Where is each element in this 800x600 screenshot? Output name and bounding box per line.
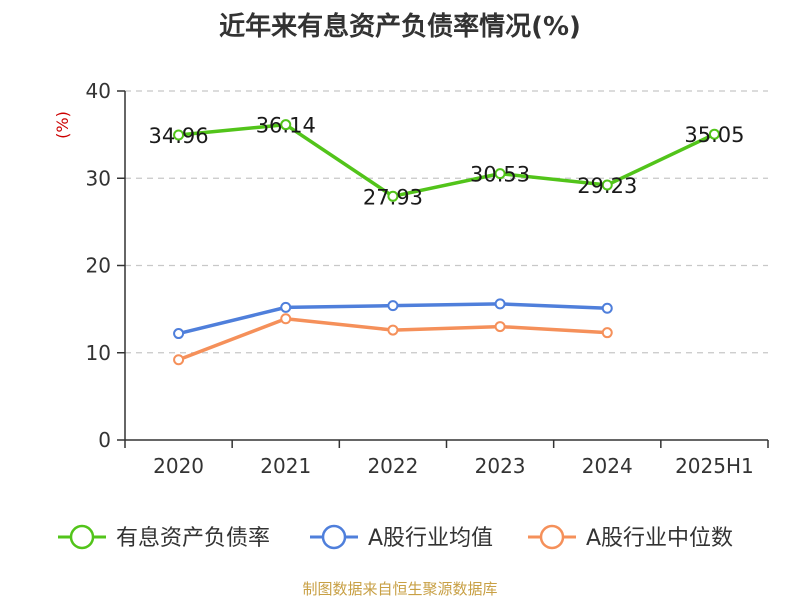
legend-label: A股行业均值 (368, 526, 493, 551)
data-labels: 34.96 36.14 27.93 30.53 29.23 35.05 (149, 114, 745, 210)
data-point (387, 190, 399, 202)
y-tick-label: 10 (86, 341, 111, 365)
data-point (387, 300, 399, 312)
legend-item-3: A股行业中位数 (528, 524, 733, 551)
y-axis-label: (%) (53, 111, 72, 139)
data-label: 35.05 (684, 123, 744, 147)
chart-title: 近年来有息资产负债率情况(%) (219, 12, 581, 42)
data-label: 30.53 (470, 163, 530, 187)
legend-item-1: 有息资产负债率 (58, 524, 270, 551)
legend-marker-icon (69, 524, 95, 550)
data-label: 29.23 (577, 174, 637, 198)
x-tick-label: 2025H1 (675, 454, 754, 478)
legend-marker-icon (539, 524, 565, 550)
data-point (494, 298, 506, 310)
x-tick-label: 2022 (367, 454, 418, 478)
data-point (280, 119, 292, 131)
data-point (173, 328, 185, 340)
data-point (708, 128, 720, 140)
y-tick-label: 40 (86, 79, 111, 103)
legend-label: 有息资产负债率 (116, 526, 270, 551)
data-point (280, 313, 292, 325)
y-tick-label: 0 (98, 428, 111, 452)
legend-label: A股行业中位数 (586, 526, 733, 551)
legend-marker-icon (321, 524, 347, 550)
y-tick-label: 30 (86, 166, 111, 190)
data-point (280, 301, 292, 313)
series-lines (173, 119, 720, 366)
data-label: 27.93 (363, 185, 423, 209)
data-point (601, 302, 613, 314)
data-point (387, 324, 399, 336)
data-label: 36.14 (256, 114, 316, 138)
x-tick-label: 2024 (582, 454, 633, 478)
y-tick-label: 20 (86, 254, 111, 278)
axes: 0 10 20 30 40 (%) 2020 2021 2022 2023 2024 2025H1 (53, 79, 769, 478)
data-point (494, 321, 506, 333)
data-label: 34.96 (149, 124, 209, 148)
data-point (173, 354, 185, 366)
data-point (601, 327, 613, 339)
series-line-1 (178, 122, 716, 199)
data-point (494, 168, 506, 180)
legend: 有息资产负债率 A股行业均值 A股行业中位数 (58, 524, 733, 551)
data-point (173, 129, 185, 141)
legend-item-2: A股行业均值 (310, 524, 493, 551)
x-tick-label: 2021 (260, 454, 311, 478)
data-point (601, 179, 613, 191)
x-tick-label: 2020 (153, 454, 204, 478)
grid-lines (125, 90, 768, 354)
x-tick-label: 2023 (475, 454, 526, 478)
source-note: 制图数据来自恒生聚源数据库 (302, 580, 498, 598)
